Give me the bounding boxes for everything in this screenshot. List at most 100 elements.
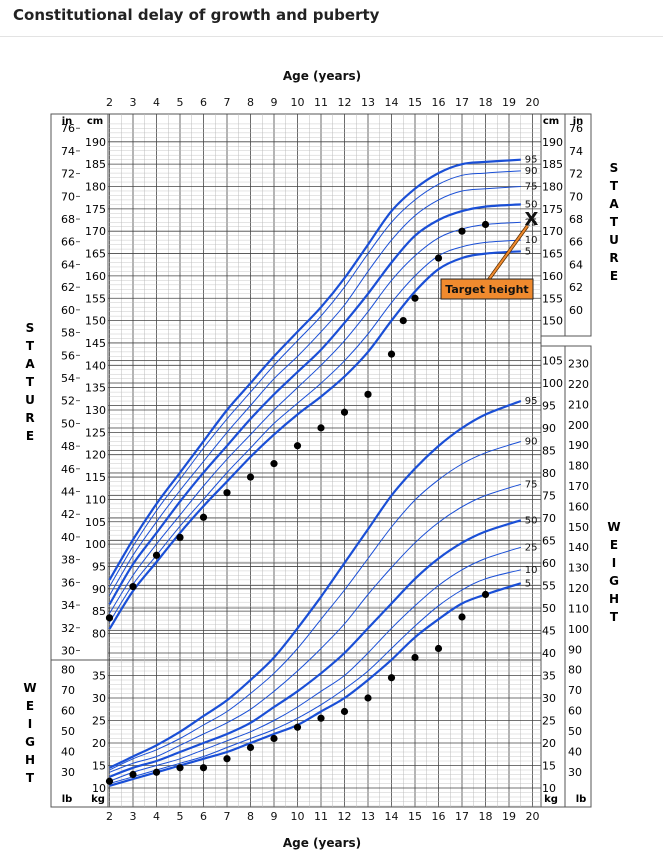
cm-tick-left: 100 [85,538,106,551]
stature-point [317,424,325,432]
lb-tick-right: 230 [568,358,589,371]
kg-tick-right: 75 [542,490,556,503]
in-tick-left: 38 [61,554,75,567]
stature-point [458,227,466,235]
x-tick-label-top: 19 [502,96,516,109]
x-tick-label-bottom: 19 [502,810,516,823]
weight-point [152,768,161,776]
cm-tick-left: 120 [85,449,106,462]
cm-tick-left: 160 [85,270,106,283]
kg-tick-right: 45 [542,625,556,638]
stature-side-label-right: R [609,251,618,265]
cm-tick-right: 155 [542,292,563,305]
kg-tick-left: 15 [92,760,106,773]
stature-side-label-left: A [25,357,35,371]
in-tick-left: 58 [61,327,75,340]
title-divider [0,36,663,37]
lb-tick-right: 210 [568,398,589,411]
x-tick-label-bottom: 7 [224,810,231,823]
lb-tick-left: 50 [61,725,75,738]
weight-point [246,743,255,752]
x-axis-title-top: Age (years) [283,69,361,83]
kg-tick-right: 25 [542,715,556,728]
stature-p50-label: 50 [525,199,538,210]
in-tick-left: 72 [61,168,75,181]
lb-tick-right: 120 [568,582,589,595]
weight-side-label-right: H [609,592,619,606]
weight-p90-line [109,441,521,771]
stature-p95-line [108,158,521,581]
lb-tick-right: 150 [568,521,589,534]
cm-tick-left: 95 [92,560,106,573]
lb-tick-left: 30 [61,766,75,779]
weight-side-label-right: I [612,556,616,570]
weight-side-label-right: G [609,574,619,588]
weight-p75-line [109,483,521,773]
in-tick-left: 42 [61,508,75,521]
cm-tick-left: 155 [85,292,106,305]
x-tick-label-top: 18 [479,96,493,109]
cm-tick-left: 110 [85,493,106,506]
kg-tick-right: 100 [542,377,563,390]
lb-tick-left: 40 [61,745,75,758]
weight-side-label-right: E [610,538,618,552]
x-tick-label-bottom: 6 [200,810,207,823]
x-tick-label-top: 13 [361,96,375,109]
x-tick-label-bottom: 14 [385,810,399,823]
in-tick-left: 76 [61,122,75,135]
lb-tick-right: 40 [568,745,582,758]
in-tick-right: 60 [569,304,583,317]
lb-tick-right: 160 [568,500,589,513]
lb-tick-right: 70 [568,684,582,697]
unit-cm-right: cm [543,116,559,127]
cm-tick-right: 165 [542,248,563,261]
x-tick-label-top: 5 [177,96,184,109]
weight-p90-label: 90 [525,437,538,448]
stature-point [105,614,114,622]
x-tick-label-bottom: 16 [432,810,446,823]
weight-p50-label: 50 [525,515,538,526]
x-tick-label-bottom: 10 [291,810,305,823]
lb-tick-right: 80 [568,664,582,677]
x-tick-label-top: 12 [338,96,352,109]
kg-tick-left: 25 [92,715,106,728]
in-tick-left: 44 [61,486,75,499]
x-tick-label-bottom: 8 [247,810,254,823]
x-tick-label-bottom: 15 [408,810,422,823]
page-title: Constitutional delay of growth and puber… [13,6,380,24]
x-tick-label-top: 17 [455,96,469,109]
x-tick-label-top: 14 [385,96,399,109]
weight-point [105,777,114,785]
lb-tick-left: 70 [61,684,75,697]
left-scale-panel [50,113,109,808]
lb-tick-left: 60 [61,705,75,718]
stature-p50-line [108,203,521,605]
cm-tick-right: 190 [542,136,563,149]
stature-p10-label: 10 [525,235,538,246]
kg-tick-right: 40 [542,647,556,660]
weight-point [129,770,137,779]
stature-p25-label: 25 [525,217,538,228]
weight-side-label-left: E [26,699,34,713]
in-tick-left: 66 [61,236,75,249]
x-tick-label-top: 8 [247,96,254,109]
in-tick-right: 62 [569,281,583,294]
right-in-panel [564,113,592,337]
x-tick-label-bottom: 11 [314,810,328,823]
in-tick-left: 50 [61,417,75,430]
cm-tick-left: 150 [85,315,106,328]
in-tick-left: 30 [61,644,75,657]
target-label: Target height [445,283,528,296]
kg-tick-right: 60 [542,557,556,570]
weight-point [411,653,419,662]
x-tick-label-bottom: 12 [338,810,352,823]
x-tick-label-top: 11 [314,96,328,109]
unit-in-left: in [62,116,73,127]
weight-point [434,644,443,653]
stature-p5-label: 5 [525,246,531,257]
stature-p75-label: 75 [525,182,538,193]
stature-side-label-right: T [610,179,619,193]
stature-point [293,442,302,450]
